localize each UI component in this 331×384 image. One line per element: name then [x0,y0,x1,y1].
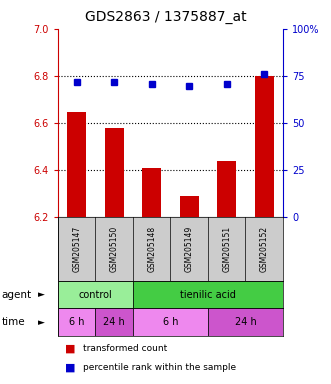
Text: tienilic acid: tienilic acid [180,290,236,300]
Bar [142,168,161,217]
Bar [95,308,133,336]
Text: agent: agent [2,290,32,300]
Text: 6 h: 6 h [163,317,178,327]
Text: GDS2863 / 1375887_at: GDS2863 / 1375887_at [85,10,246,23]
Text: 6 h: 6 h [69,317,84,327]
Text: percentile rank within the sample: percentile rank within the sample [83,363,236,372]
Bar [217,161,236,217]
Bar [105,128,123,217]
Text: GSM205152: GSM205152 [260,226,269,272]
Text: ■: ■ [65,343,75,353]
Text: 24 h: 24 h [235,317,257,327]
Bar [58,308,95,336]
Text: GSM205149: GSM205149 [185,226,194,272]
Text: 24 h: 24 h [103,317,125,327]
Text: ■: ■ [65,363,75,373]
Text: control: control [78,290,112,300]
Text: ►: ► [38,290,45,299]
Bar [133,281,283,308]
Text: ►: ► [38,318,45,327]
Bar [208,308,283,336]
Text: GSM205150: GSM205150 [110,226,119,272]
Text: GSM205147: GSM205147 [72,226,81,272]
Bar [133,308,208,336]
Text: transformed count: transformed count [83,344,167,353]
Text: time: time [2,317,25,327]
Text: GSM205151: GSM205151 [222,226,231,272]
Bar [67,111,86,217]
Bar [255,76,274,217]
Bar [180,196,199,217]
Text: GSM205148: GSM205148 [147,226,156,272]
Bar [58,281,133,308]
